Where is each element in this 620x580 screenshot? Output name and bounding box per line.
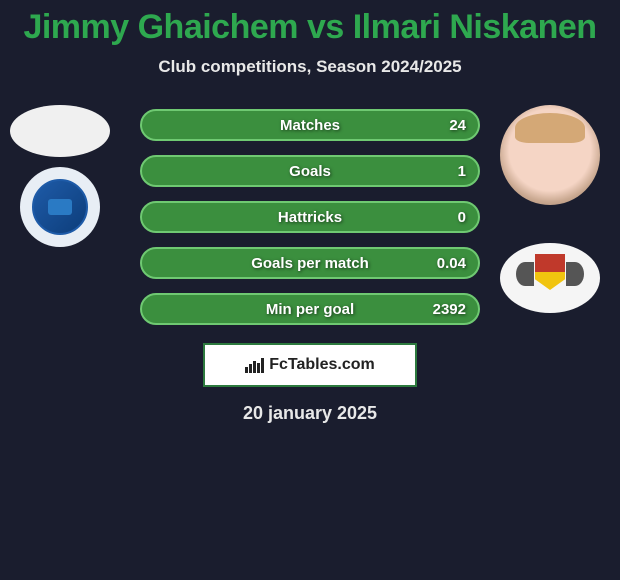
- brand-text: FcTables.com: [269, 356, 375, 374]
- stat-bar-matches: Matches 24: [140, 109, 480, 141]
- brand-box: FcTables.com: [203, 343, 417, 387]
- stat-bar-hattricks: Hattricks 0: [140, 201, 480, 233]
- stat-right-value: 0.04: [437, 255, 466, 272]
- stat-label: Hattricks: [278, 209, 342, 226]
- comparison-content: Matches 24 Goals 1 Hattricks 0 Goals per…: [0, 105, 620, 335]
- stat-bar-gpm: Goals per match 0.04: [140, 247, 480, 279]
- stat-bar-goals: Goals 1: [140, 155, 480, 187]
- player-right-club-badge: [500, 243, 600, 313]
- page-title: Jimmy Ghaichem vs Ilmari Niskanen: [0, 0, 620, 47]
- stat-right-value: 0: [458, 209, 466, 226]
- stat-label: Matches: [280, 117, 340, 134]
- stat-bars: Matches 24 Goals 1 Hattricks 0 Goals per…: [140, 109, 480, 339]
- date-label: 20 january 2025: [0, 403, 620, 424]
- player-left-club-badge: [20, 167, 100, 247]
- stat-label: Goals: [289, 163, 331, 180]
- stat-right-value: 1: [458, 163, 466, 180]
- stat-label: Min per goal: [266, 301, 354, 318]
- stat-bar-mpg: Min per goal 2392: [140, 293, 480, 325]
- stat-label: Goals per match: [251, 255, 369, 272]
- stat-right-value: 2392: [433, 301, 466, 318]
- player-left-avatar: [10, 105, 110, 157]
- stat-right-value: 24: [449, 117, 466, 134]
- subtitle: Club competitions, Season 2024/2025: [0, 57, 620, 77]
- player-right-avatar: [500, 105, 600, 205]
- bars-chart-icon: [245, 357, 265, 373]
